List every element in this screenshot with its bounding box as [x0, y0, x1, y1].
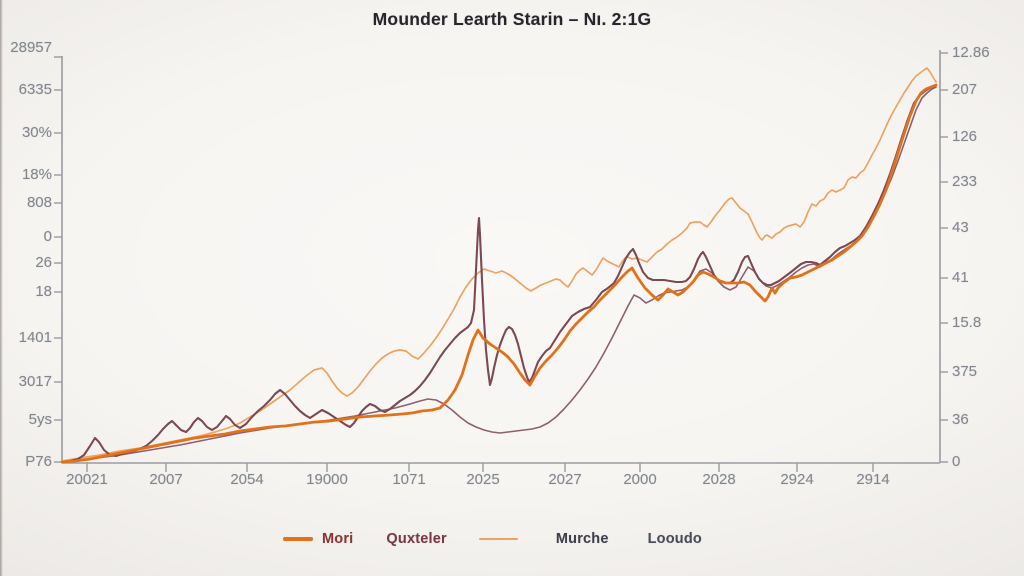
legend-item-looudo: Looudo [648, 531, 702, 547]
x-axis-label: 1071 [392, 471, 426, 488]
left-label: 5ys [28, 411, 52, 428]
x-axis-label: 2924 [780, 471, 814, 488]
right-label: 0 [952, 453, 961, 470]
legend-label: Looudo [647, 531, 702, 547]
left-label: 30% [21, 124, 52, 141]
right-label: 43 [952, 219, 969, 236]
x-axis-label: 19000 [306, 471, 348, 488]
x-axis-label: 2054 [230, 471, 264, 488]
series-line-murche [61, 67, 937, 462]
right-label: 126 [952, 128, 978, 145]
left-label: 808 [26, 194, 52, 211]
legend-item-mori: Mori [283, 531, 353, 547]
right-label: 36 [952, 411, 969, 428]
x-axis-label: 2914 [856, 471, 890, 488]
legend-item-quxteler: Quxteler [386, 531, 446, 547]
x-axis-label: 2007 [149, 471, 183, 488]
right-label: 207 [952, 81, 978, 98]
chart-title: Mounder Learth Starin – Nı. 2:1G [372, 9, 652, 29]
left-label: 18% [21, 166, 52, 183]
left-label: 26 [35, 254, 52, 271]
left-label: 3017 [18, 373, 52, 390]
left-label: 28957 [10, 39, 52, 56]
x-axis-label: 20021 [66, 471, 108, 488]
legend-label: Murche [555, 531, 609, 547]
right-label: 12.86 [952, 44, 990, 61]
left-label: P76 [25, 453, 52, 470]
legend-swatch-mori [283, 537, 313, 541]
left-label: 6335 [18, 81, 52, 98]
left-label: 18 [35, 283, 52, 300]
legend-label: Mori [322, 531, 354, 547]
legend-item-murche: Murche [478, 531, 609, 547]
x-axis-label: 2000 [623, 471, 657, 488]
right-label: 41 [952, 269, 969, 286]
legend-label: Quxteler [386, 531, 447, 547]
right-label: 233 [952, 173, 978, 190]
y-axis-right-labels: 12.86 207 126 233 43 41 15.8 375 36 0 [950, 0, 1020, 576]
x-axis-label: 2028 [702, 471, 736, 488]
left-label: 0 [43, 228, 52, 245]
series-line-mori [60, 83, 938, 464]
legend-swatch-murche [478, 538, 518, 540]
x-axis-label: 2025 [466, 471, 500, 488]
left-label: 1401 [18, 329, 52, 346]
right-label: 15.8 [952, 314, 982, 331]
right-label: 375 [952, 363, 978, 380]
y-axis-left-labels: 28957 6335 30% 18% 808 0 26 18 1401 3017 5ys P76 [0, 0, 56, 576]
legend: Mori Quxteler Murche Looudo [283, 529, 702, 549]
x-axis-label: 2027 [548, 471, 582, 488]
series-line-quxteler [60, 84, 936, 464]
